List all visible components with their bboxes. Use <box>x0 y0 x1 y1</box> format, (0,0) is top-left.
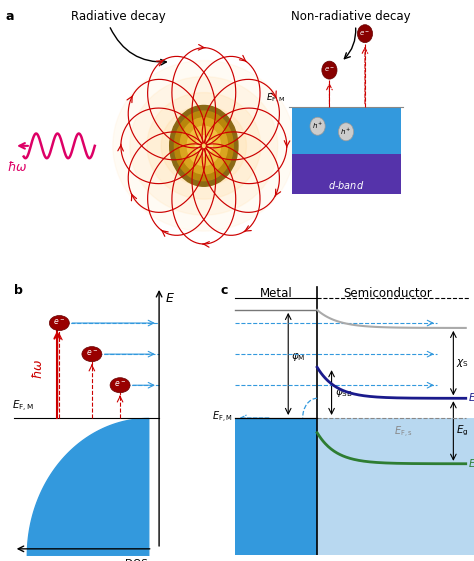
Text: $e^-$: $e^-$ <box>324 65 335 74</box>
Ellipse shape <box>161 106 246 186</box>
Circle shape <box>174 111 233 181</box>
Text: $\varphi_{\rm M}$: $\varphi_{\rm M}$ <box>291 351 306 364</box>
Bar <box>292 154 401 194</box>
Circle shape <box>195 136 212 156</box>
Bar <box>292 107 401 194</box>
Circle shape <box>310 117 325 135</box>
Text: Semiconductor: Semiconductor <box>343 287 432 300</box>
Text: Non-radiative decay: Non-radiative decay <box>291 10 410 23</box>
Text: $h^+$: $h^+$ <box>312 121 323 131</box>
Text: $E_{\rm F,M}$: $E_{\rm F,M}$ <box>266 91 286 104</box>
Text: $E$: $E$ <box>165 292 174 305</box>
Ellipse shape <box>147 93 261 199</box>
Text: $e^-$: $e^-$ <box>359 29 371 38</box>
Text: $h^+$: $h^+$ <box>340 127 352 137</box>
Bar <box>235 418 317 555</box>
Ellipse shape <box>113 61 295 231</box>
Text: c: c <box>220 284 228 297</box>
Circle shape <box>110 378 130 393</box>
Text: $\hbar\omega$: $\hbar\omega$ <box>31 358 45 379</box>
Text: $E_{\rm F,M}$: $E_{\rm F,M}$ <box>12 399 34 414</box>
Circle shape <box>180 118 228 174</box>
Circle shape <box>170 105 238 186</box>
Text: $\varphi_{\rm SB}$: $\varphi_{\rm SB}$ <box>335 387 353 398</box>
Text: $e^-$: $e^-$ <box>114 380 126 389</box>
Text: Radiative decay: Radiative decay <box>71 10 166 23</box>
Circle shape <box>338 123 354 141</box>
Text: $e^-$: $e^-$ <box>86 349 98 358</box>
Text: $E_{\rm g}$: $E_{\rm g}$ <box>456 424 469 438</box>
Ellipse shape <box>130 77 278 215</box>
Text: DOS: DOS <box>126 559 148 561</box>
Text: $\chi_{\rm S}$: $\chi_{\rm S}$ <box>456 357 469 369</box>
Text: b: b <box>14 284 23 297</box>
Text: Metal: Metal <box>259 287 292 300</box>
Circle shape <box>49 315 69 330</box>
Circle shape <box>187 126 220 165</box>
Text: $E_v$: $E_v$ <box>468 457 474 471</box>
Text: a: a <box>6 10 14 23</box>
Text: $\hbar\omega$: $\hbar\omega$ <box>7 160 27 174</box>
Bar <box>317 418 474 555</box>
Circle shape <box>322 61 337 79</box>
Circle shape <box>357 25 373 43</box>
Text: $e^-$: $e^-$ <box>53 318 65 327</box>
Text: $E_{\rm F,M}$: $E_{\rm F,M}$ <box>212 411 232 425</box>
Text: $E_c$: $E_c$ <box>468 392 474 405</box>
Circle shape <box>82 347 102 362</box>
Text: $d$-band: $d$-band <box>328 179 364 191</box>
Text: $E_{\rm F,s}$: $E_{\rm F,s}$ <box>394 425 413 440</box>
